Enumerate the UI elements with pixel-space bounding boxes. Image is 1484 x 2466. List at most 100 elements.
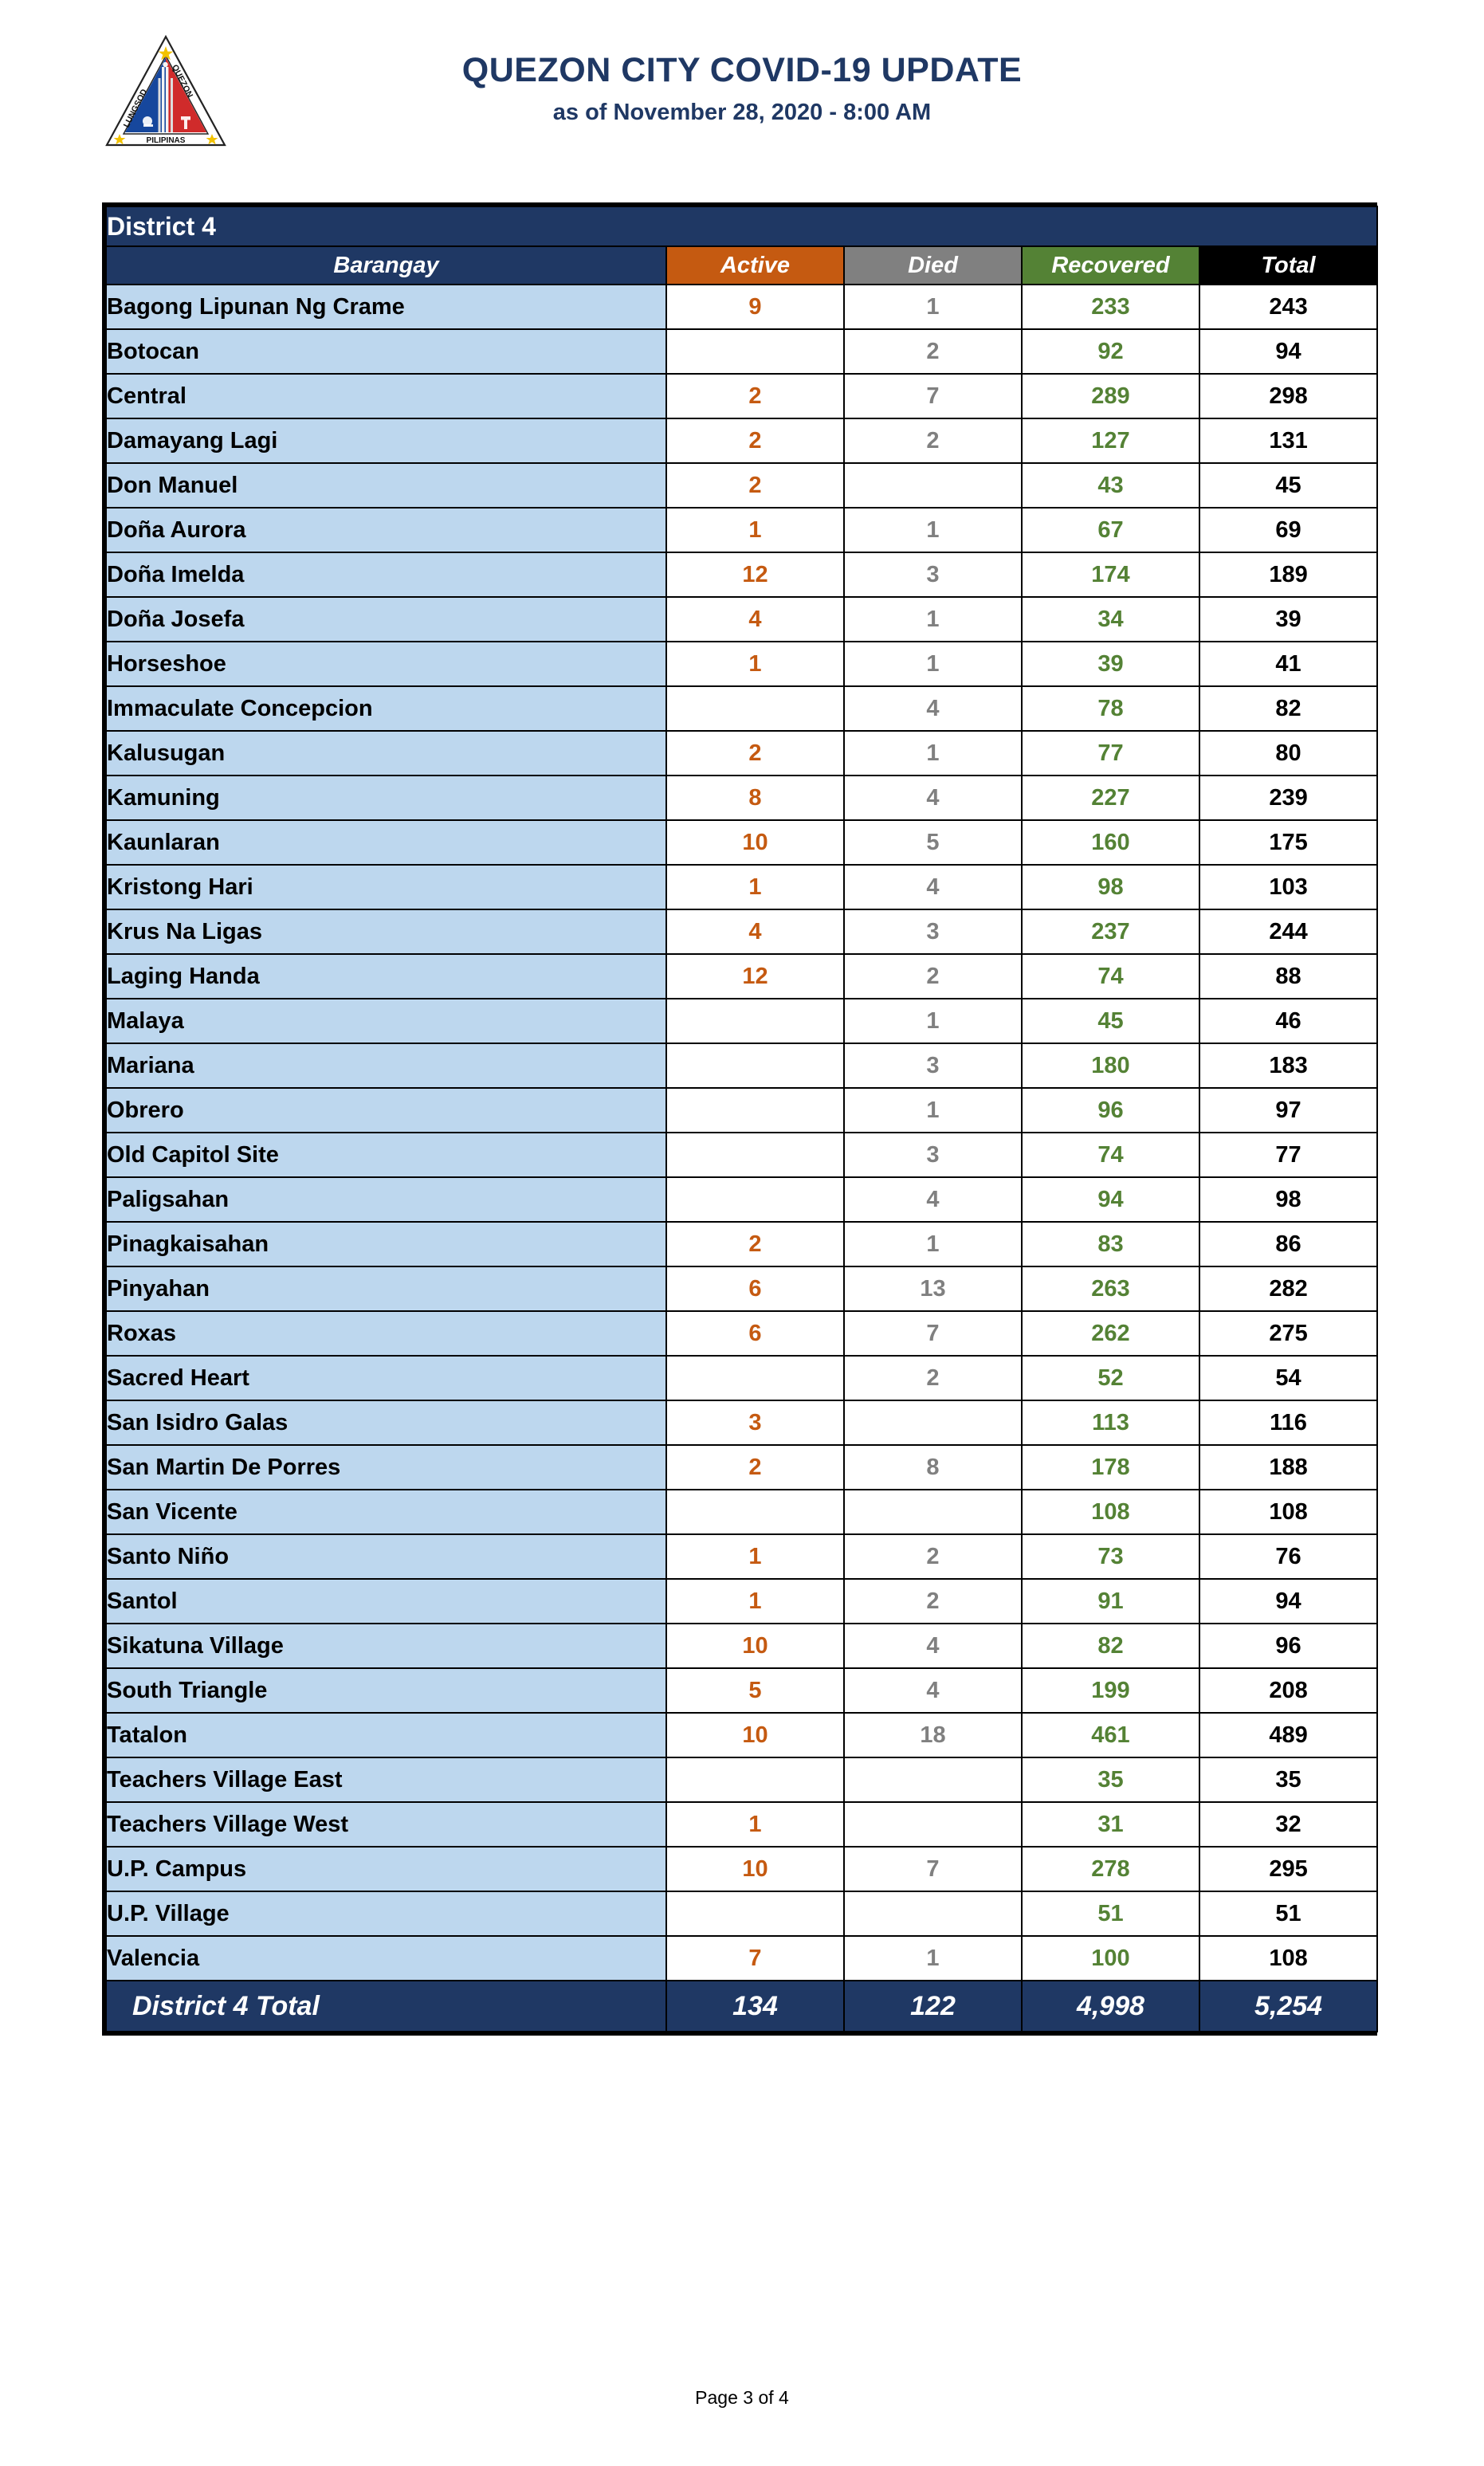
cell-died: 18 <box>843 1712 1023 1758</box>
cell-barangay-name: Bagong Lipunan Ng Crame <box>105 284 667 330</box>
cell-active: 12 <box>665 953 845 999</box>
cell-recovered: 77 <box>1021 730 1200 776</box>
cell-barangay-name: Horseshoe <box>105 641 667 687</box>
cell-active: 2 <box>665 730 845 776</box>
cell-died: 2 <box>843 1533 1023 1580</box>
cell-died <box>843 462 1023 509</box>
cell-barangay-name: Kaunlaran <box>105 819 667 866</box>
cell-barangay-name: Tatalon <box>105 1712 667 1758</box>
cell-recovered: 96 <box>1021 1087 1200 1133</box>
cell-barangay-name: Doña Josefa <box>105 596 667 642</box>
cell-active: 8 <box>665 775 845 821</box>
district-label: District 4 <box>104 206 1379 247</box>
cell-total: 239 <box>1198 775 1379 821</box>
cell-recovered: 127 <box>1021 418 1200 464</box>
cell-recovered: 83 <box>1021 1221 1200 1267</box>
cell-active: 2 <box>665 418 845 464</box>
cell-died: 4 <box>843 864 1023 910</box>
cell-active: 1 <box>665 864 845 910</box>
cell-total: 45 <box>1198 462 1379 509</box>
cell-recovered: 108 <box>1021 1489 1200 1535</box>
cell-recovered: 160 <box>1021 819 1200 866</box>
table-row: Horseshoe 1 1 39 41 <box>105 641 1379 687</box>
cell-total: 82 <box>1198 685 1379 732</box>
cell-barangay-name: Paligsahan <box>105 1176 667 1223</box>
cell-active: 3 <box>665 1400 845 1446</box>
table-row: Pinagkaisahan 2 1 83 86 <box>105 1221 1379 1267</box>
cell-total: 208 <box>1198 1667 1379 1714</box>
table-row: Pinyahan 6 13 263 282 <box>105 1266 1379 1312</box>
table-row: Bagong Lipunan Ng Crame 9 1 233 243 <box>105 284 1379 330</box>
table-row: San Martin De Porres 2 8 178 188 <box>105 1444 1379 1490</box>
cell-recovered: 52 <box>1021 1355 1200 1401</box>
cell-active <box>665 1132 845 1178</box>
district-total-active: 134 <box>665 1980 845 2032</box>
cell-total: 108 <box>1198 1935 1379 1981</box>
district-total-recovered: 4,998 <box>1021 1980 1200 2032</box>
cell-active: 4 <box>665 909 845 955</box>
cell-died: 3 <box>843 1043 1023 1089</box>
cell-total: 32 <box>1198 1801 1379 1848</box>
table-row: Teachers Village East 35 35 <box>105 1757 1379 1803</box>
cell-active: 10 <box>665 1712 845 1758</box>
cell-recovered: 278 <box>1021 1846 1200 1892</box>
table-row: Doña Imelda 12 3 174 189 <box>105 552 1379 598</box>
cell-recovered: 39 <box>1021 641 1200 687</box>
cell-died: 2 <box>843 418 1023 464</box>
table-row: Doña Josefa 4 1 34 39 <box>105 596 1379 642</box>
cell-active <box>665 328 845 375</box>
cell-died: 1 <box>843 507 1023 553</box>
table-row: Teachers Village West 1 31 32 <box>105 1801 1379 1848</box>
cell-active <box>665 1043 845 1089</box>
cell-barangay-name: Sikatuna Village <box>105 1623 667 1669</box>
cell-barangay-name: Teachers Village East <box>105 1757 667 1803</box>
table-row: Central 2 7 289 298 <box>105 373 1379 419</box>
table-row: Kamuning 8 4 227 239 <box>105 775 1379 821</box>
table-footer: District 4 Total 134 122 4,998 5,254 <box>105 1980 1379 2032</box>
cell-barangay-name: Mariana <box>105 1043 667 1089</box>
cell-active <box>665 1355 845 1401</box>
cell-recovered: 94 <box>1021 1176 1200 1223</box>
cell-barangay-name: Santol <box>105 1578 667 1624</box>
cell-total: 80 <box>1198 730 1379 776</box>
cell-total: 86 <box>1198 1221 1379 1267</box>
cell-recovered: 263 <box>1021 1266 1200 1312</box>
table-row: Paligsahan 4 94 98 <box>105 1176 1379 1223</box>
cell-died <box>843 1400 1023 1446</box>
cell-died: 7 <box>843 1310 1023 1357</box>
cell-total: 98 <box>1198 1176 1379 1223</box>
cell-total: 35 <box>1198 1757 1379 1803</box>
cell-recovered: 199 <box>1021 1667 1200 1714</box>
cell-barangay-name: Pinyahan <box>105 1266 667 1312</box>
district-total-died: 122 <box>843 1980 1023 2032</box>
quezon-city-seal-icon: LUNGSOD QUEZON PILIPINAS <box>102 32 230 151</box>
cell-total: 77 <box>1198 1132 1379 1178</box>
cell-died: 7 <box>843 1846 1023 1892</box>
cell-total: 76 <box>1198 1533 1379 1580</box>
table-row: Kaunlaran 10 5 160 175 <box>105 819 1379 866</box>
cell-active: 1 <box>665 1801 845 1848</box>
cell-barangay-name: Roxas <box>105 1310 667 1357</box>
cell-recovered: 92 <box>1021 328 1200 375</box>
cell-barangay-name: Teachers Village West <box>105 1801 667 1848</box>
cell-barangay-name: Valencia <box>105 1935 667 1981</box>
district-total-row: District 4 Total 134 122 4,998 5,254 <box>105 1980 1379 2032</box>
cell-recovered: 174 <box>1021 552 1200 598</box>
cell-recovered: 67 <box>1021 507 1200 553</box>
cell-total: 96 <box>1198 1623 1379 1669</box>
column-header-row: Barangay Active Died Recovered Total <box>105 245 1379 285</box>
cell-active: 2 <box>665 1444 845 1490</box>
cell-active: 1 <box>665 507 845 553</box>
table-row: Doña Aurora 1 1 67 69 <box>105 507 1379 553</box>
cell-total: 188 <box>1198 1444 1379 1490</box>
title-block: QUEZON CITY COVID-19 UPDATE as of Novemb… <box>462 51 1022 126</box>
cell-total: 275 <box>1198 1310 1379 1357</box>
table-row: Old Capitol Site 3 74 77 <box>105 1132 1379 1178</box>
cell-total: 108 <box>1198 1489 1379 1535</box>
cell-died: 3 <box>843 909 1023 955</box>
cell-active: 1 <box>665 641 845 687</box>
district-band-row: District 4 <box>104 206 1379 247</box>
table-row: Kalusugan 2 1 77 80 <box>105 730 1379 776</box>
cell-died: 4 <box>843 1176 1023 1223</box>
cell-died <box>843 1801 1023 1848</box>
